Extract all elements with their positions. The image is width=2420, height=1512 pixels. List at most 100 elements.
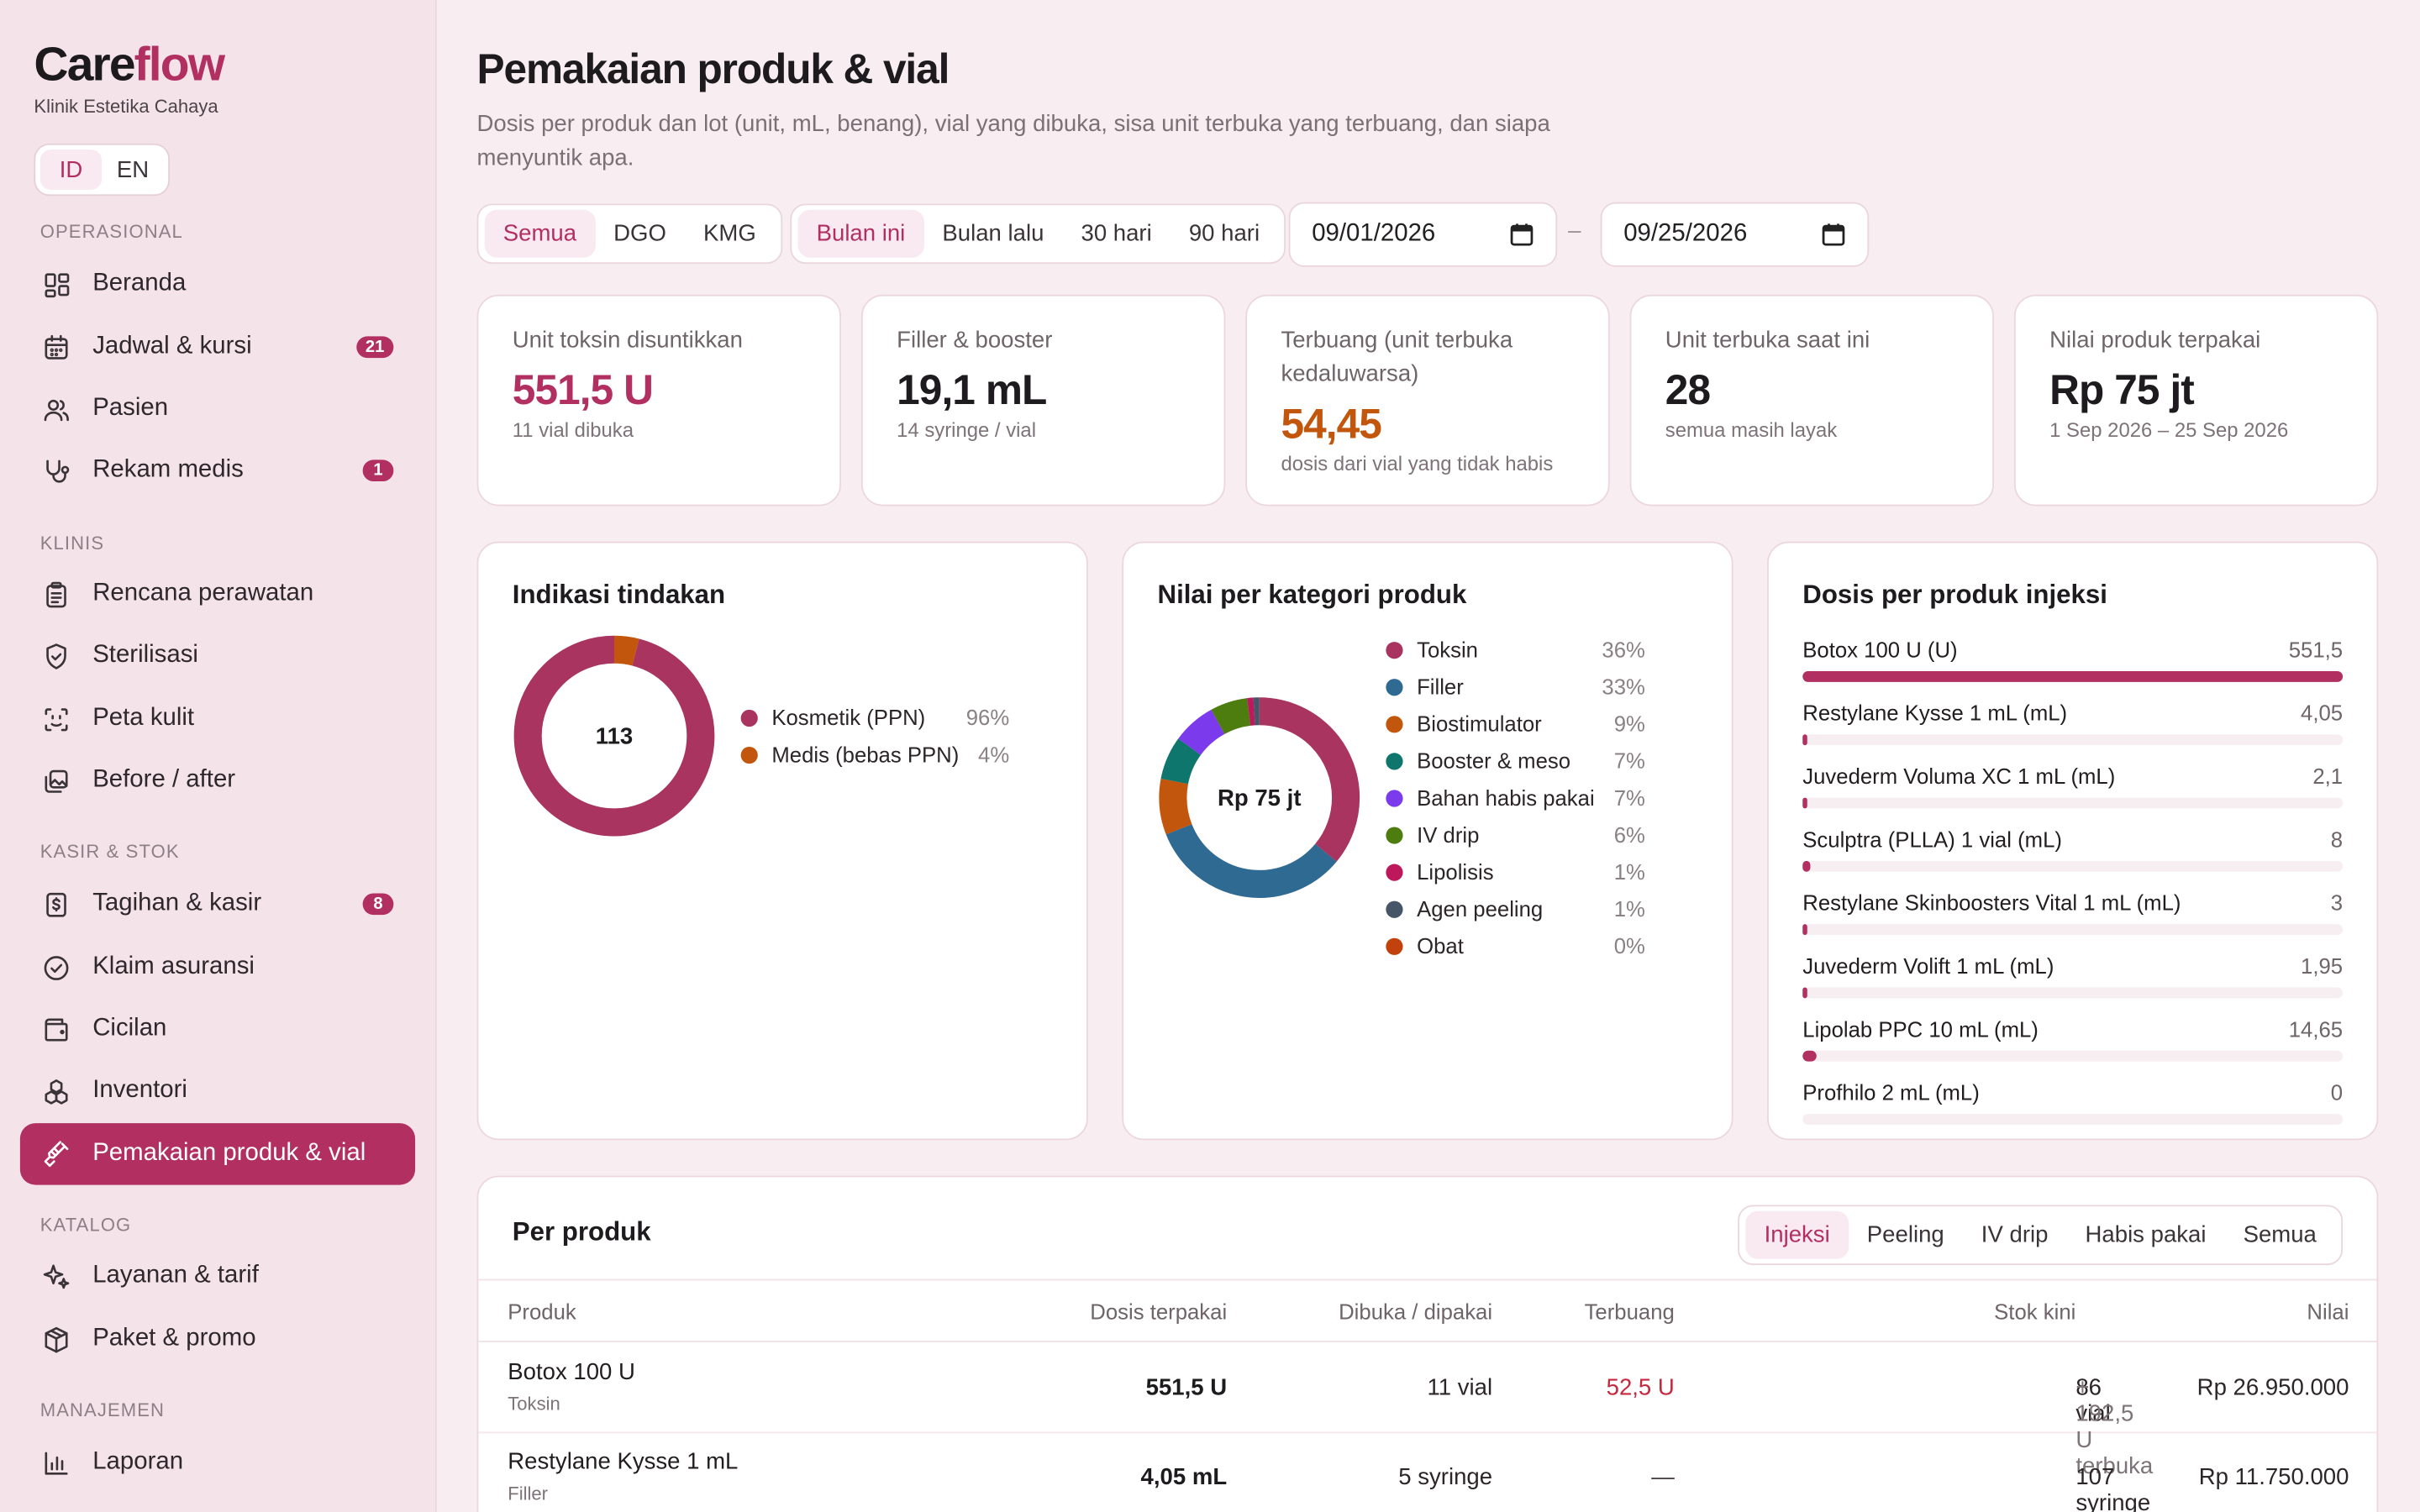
legend-item: Lipolisis 1% — [1386, 853, 1645, 890]
legend-dot — [1386, 826, 1403, 843]
kpi-hint: 11 vial dibuka — [512, 417, 634, 442]
opened-count: 11 vial — [1427, 1374, 1493, 1401]
sidebar-item-pemakaian-produk-vial[interactable]: Pemakaian produk & vial — [19, 1123, 416, 1185]
legend-label: Booster & meso — [1417, 748, 1571, 774]
sidebar-item-label: Rencana perawatan — [92, 580, 314, 606]
sidebar-item-sterilisasi[interactable]: Sterilisasi — [20, 625, 415, 686]
donut-slice-kosmetik-ppn-[interactable] — [513, 635, 715, 837]
sidebar-item-label: Before / after — [92, 766, 236, 794]
kpi-value: 19,1 mL — [897, 367, 1047, 414]
product-name[interactable]: Restylane Kysse 1 mL — [508, 1448, 739, 1475]
dose-product-name: Lipolab PPC 10 mL (mL) — [1802, 1016, 2039, 1042]
col-dose[interactable]: Dosis terpakai — [1090, 1299, 1228, 1324]
legend-label: Medis (bebas PPN) — [771, 742, 960, 767]
sidebar-item-jadwal-kursi[interactable]: Jadwal & kursi 21 — [20, 317, 415, 378]
col-product[interactable]: Produk — [508, 1299, 576, 1324]
period-30-hari[interactable]: 30 hari — [1081, 220, 1152, 247]
scope-semua[interactable]: Semua — [484, 209, 596, 258]
lang-en-button[interactable]: EN — [116, 156, 150, 183]
tab-habis-pakai[interactable]: Habis pakai — [2085, 1221, 2207, 1248]
table-title: Per produk — [512, 1217, 651, 1247]
sidebar-item-rencana-perawatan[interactable]: Rencana perawatan — [20, 563, 415, 624]
sidebar-item-peta-kulit[interactable]: Peta kulit — [20, 688, 415, 749]
lang-id-button[interactable]: ID — [39, 150, 103, 190]
tab-semua[interactable]: Semua — [2243, 1221, 2317, 1248]
table-row[interactable]: Botox 100 U Toksin 551,5 U 11 vial 52,5 U 86 … — [478, 1344, 2377, 1479]
category-panel: Nilai per kategori produk Rp 75 jt Toksi… — [1122, 541, 1733, 1141]
sidebar-item-tagihan-kasir[interactable]: Tagihan & kasir 8 — [20, 874, 415, 935]
sidebar-item-before-after[interactable]: Before / after — [20, 750, 415, 811]
legend-item: Agen peeling 1% — [1386, 890, 1645, 927]
legend-percent: 33% — [1602, 674, 1645, 700]
period-90-hari[interactable]: 90 hari — [1188, 220, 1260, 247]
col-value[interactable]: Nilai — [2307, 1299, 2349, 1324]
sidebar-item-label: Jadwal & kursi — [92, 333, 252, 360]
dose-bar-fill — [1802, 670, 2344, 682]
sidebar-item-paket-promo[interactable]: Paket & promo — [20, 1309, 415, 1370]
sidebar-item-inventori[interactable]: Inventori — [20, 1060, 415, 1121]
dose-value: 551,5 — [2288, 637, 2344, 662]
sidebar-item-label: Pasien — [92, 395, 169, 422]
period-bulan-ini[interactable]: Bulan ini — [797, 209, 924, 258]
legend-label: Toksin — [1417, 637, 1478, 662]
product-table-card: Per produk Injeksi Peeling IV drip Habis… — [476, 1175, 2379, 1512]
product-category: Filler — [508, 1483, 549, 1504]
sidebar-item-rekam-medis[interactable]: Rekam medis 1 — [20, 439, 415, 501]
count-badge: 21 — [355, 336, 394, 359]
sidebar-item-klaim-asuransi[interactable]: Klaim asuransi — [20, 937, 415, 998]
indication-panel: Indikasi tindakan 113 Kosmetik (PPN) 96% M… — [476, 541, 1088, 1141]
col-opened[interactable]: Dibuka / dipakai — [1339, 1299, 1493, 1324]
kpi-label: Nilai produk terpakai — [2049, 327, 2261, 354]
dose-bar-row: Restylane Skinboosters Vital 1 mL (mL) 3 — [1802, 890, 2344, 936]
dose-bar-track — [1802, 987, 2344, 999]
legend-item: Toksin 36% — [1386, 631, 1645, 668]
dose-bar-track — [1802, 797, 2344, 809]
kpi-hint: dosis dari vial yang tidak habis — [1281, 452, 1554, 475]
scope-kmg[interactable]: KMG — [702, 220, 756, 247]
dose-bar-track — [1802, 1114, 2344, 1125]
kpi-value: Rp 75 jt — [2049, 367, 2195, 414]
logo[interactable]: Careflow — [34, 37, 225, 92]
tab-iv-drip[interactable]: IV drip — [1981, 1221, 2049, 1248]
col-waste[interactable]: Terbuang — [1584, 1299, 1675, 1324]
donut-slice-toksin[interactable] — [1159, 697, 1360, 898]
main-content: Pemakaian produk & vial Dosis per produk… — [437, 0, 2420, 1512]
table-row[interactable]: Restylane Kysse 1 mL Filler 4,05 mL 5 syrin… — [478, 1433, 2376, 1512]
waste-amount: 52,5 U — [1606, 1374, 1675, 1401]
sidebar-item-laporan[interactable]: Laporan — [20, 1431, 415, 1493]
legend-percent: 1% — [1613, 859, 1645, 885]
product-name[interactable]: Botox 100 U — [508, 1359, 635, 1386]
scope-dgo[interactable]: DGO — [613, 220, 666, 247]
period-bulan-lalu[interactable]: Bulan lalu — [942, 220, 1044, 247]
date-from-input[interactable]: 09/01/2026 — [1288, 202, 1558, 267]
sidebar-item-cicilan[interactable]: Cicilan — [20, 998, 415, 1059]
legend-label: Kosmetik (PPN) — [771, 705, 926, 730]
sidebar-item-beranda[interactable]: Beranda — [20, 253, 415, 314]
dose-value: 14,65 — [2288, 1016, 2344, 1042]
kpi-hint: 14 syringe / vial — [897, 417, 1037, 442]
tab-injeksi[interactable]: Injeksi — [1745, 1210, 1849, 1259]
calendar-icon[interactable] — [1509, 222, 1534, 246]
sidebar-item-label: Tagihan & kasir — [92, 890, 262, 916]
tab-peeling[interactable]: Peeling — [1866, 1221, 1944, 1248]
legend-item: Obat 0% — [1386, 927, 1645, 964]
legend-item: Biostimulator 9% — [1386, 705, 1645, 742]
sidebar-item-pasien[interactable]: Pasien — [20, 378, 415, 439]
date-to-input[interactable]: 09/25/2026 — [1600, 202, 1870, 267]
dose-bar-track — [1802, 1050, 2344, 1062]
dose-value: 2,1 — [2312, 764, 2344, 789]
donut-slice-biostimulator[interactable] — [1159, 697, 1360, 898]
dose-title: Dosis per produk injeksi — [1802, 580, 2107, 610]
sidebar-item-label: Beranda — [92, 270, 187, 297]
dose-value: 0 — [2330, 1079, 2344, 1105]
legend-item: Filler 33% — [1386, 668, 1645, 705]
legend-percent: 7% — [1613, 748, 1645, 774]
sidebar-item-layanan-tarif[interactable]: Layanan & tarif — [20, 1245, 415, 1306]
calendar-icon[interactable] — [1821, 222, 1845, 246]
col-stock[interactable]: Stok kini — [1994, 1299, 2076, 1324]
donut-slice-filler[interactable] — [1159, 697, 1360, 898]
face-scan-icon — [45, 707, 68, 731]
date-separator: – — [1568, 217, 1581, 244]
table-header: Produk Dosis terpakai Dibuka / dipakai T… — [478, 1278, 2377, 1342]
kpi-value: 551,5 U — [512, 367, 654, 414]
